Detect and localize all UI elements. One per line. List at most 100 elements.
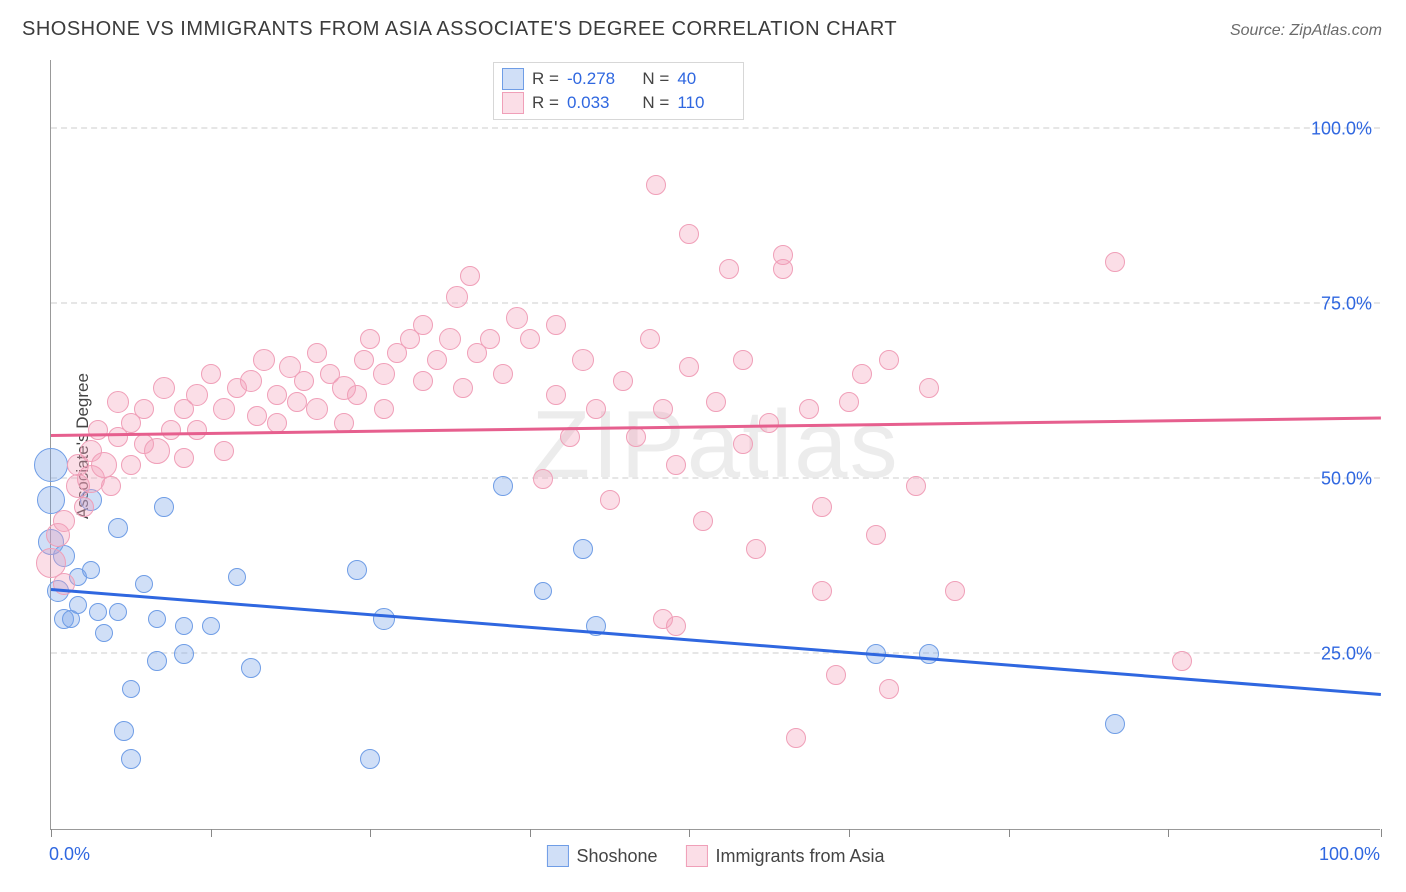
data-point xyxy=(267,385,287,405)
data-point xyxy=(1105,252,1125,272)
data-point xyxy=(852,364,872,384)
stats-legend: R = -0.278 N = 40R = 0.033 N = 110 xyxy=(493,62,744,120)
data-point xyxy=(879,350,899,370)
stat-label: R = xyxy=(532,91,559,115)
data-point xyxy=(95,624,113,642)
x-tick xyxy=(849,829,850,837)
data-point xyxy=(533,469,553,489)
data-point xyxy=(108,518,128,538)
data-point xyxy=(187,420,207,440)
legend-label: Immigrants from Asia xyxy=(716,846,885,867)
data-point xyxy=(1172,651,1192,671)
data-point xyxy=(287,392,307,412)
data-point xyxy=(144,438,170,464)
data-point xyxy=(626,427,646,447)
data-point xyxy=(147,651,167,671)
data-point xyxy=(679,224,699,244)
stat-r-value: -0.278 xyxy=(567,67,625,91)
x-tick xyxy=(1009,829,1010,837)
data-point xyxy=(646,175,666,195)
data-point xyxy=(91,452,117,478)
data-point xyxy=(373,363,395,385)
plot-area: ZIPatlas R = -0.278 N = 40R = 0.033 N = … xyxy=(50,60,1380,830)
data-point xyxy=(107,391,129,413)
data-point xyxy=(786,728,806,748)
x-tick-label: 0.0% xyxy=(49,844,90,865)
legend-swatch xyxy=(686,845,708,867)
x-tick xyxy=(1168,829,1169,837)
data-point xyxy=(360,329,380,349)
data-point xyxy=(573,539,593,559)
data-point xyxy=(101,476,121,496)
data-point xyxy=(546,315,566,335)
stat-n-value: 110 xyxy=(677,91,735,115)
data-point xyxy=(354,350,374,370)
data-point xyxy=(134,399,154,419)
y-tick-label: 50.0% xyxy=(1321,469,1372,490)
data-point xyxy=(826,665,846,685)
data-point xyxy=(413,371,433,391)
data-point xyxy=(534,582,552,600)
data-point xyxy=(719,259,739,279)
gridline xyxy=(51,477,1380,479)
legend-item: Shoshone xyxy=(546,845,657,867)
data-point xyxy=(640,329,660,349)
stat-n-value: 40 xyxy=(677,67,735,91)
data-point xyxy=(253,349,275,371)
data-point xyxy=(153,377,175,399)
data-point xyxy=(759,413,779,433)
data-point xyxy=(240,370,262,392)
stat-label: N = xyxy=(633,67,669,91)
data-point xyxy=(919,378,939,398)
data-point xyxy=(439,328,461,350)
data-point xyxy=(839,392,859,412)
data-point xyxy=(706,392,726,412)
x-tick xyxy=(211,829,212,837)
data-point xyxy=(34,448,68,482)
data-point xyxy=(546,385,566,405)
data-point xyxy=(121,749,141,769)
data-point xyxy=(493,364,513,384)
legend-swatch xyxy=(502,68,524,90)
data-point xyxy=(154,497,174,517)
x-tick xyxy=(530,829,531,837)
data-point xyxy=(613,371,633,391)
data-point xyxy=(679,357,699,377)
data-point xyxy=(201,364,221,384)
x-tick xyxy=(1381,829,1382,837)
data-point xyxy=(213,398,235,420)
data-point xyxy=(121,455,141,475)
data-point xyxy=(733,434,753,454)
data-point xyxy=(460,266,480,286)
legend-swatch xyxy=(502,92,524,114)
data-point xyxy=(945,581,965,601)
y-tick-label: 25.0% xyxy=(1321,644,1372,665)
data-point xyxy=(175,617,193,635)
data-point xyxy=(214,441,234,461)
data-point xyxy=(812,581,832,601)
data-point xyxy=(241,658,261,678)
data-point xyxy=(161,420,181,440)
data-point xyxy=(347,385,367,405)
stat-r-value: 0.033 xyxy=(567,91,625,115)
data-point xyxy=(812,497,832,517)
data-point xyxy=(294,371,314,391)
data-point xyxy=(799,399,819,419)
data-point xyxy=(446,286,468,308)
data-point xyxy=(228,568,246,586)
x-tick xyxy=(689,829,690,837)
data-point xyxy=(174,448,194,468)
data-point xyxy=(74,497,94,517)
trend-line xyxy=(51,588,1381,696)
data-point xyxy=(666,616,686,636)
legend-item: Immigrants from Asia xyxy=(686,845,885,867)
legend-swatch xyxy=(546,845,568,867)
gridline xyxy=(51,127,1380,129)
data-point xyxy=(866,525,886,545)
gridline xyxy=(51,302,1380,304)
data-point xyxy=(520,329,540,349)
data-point xyxy=(586,399,606,419)
data-point xyxy=(360,749,380,769)
data-point xyxy=(919,644,939,664)
data-point xyxy=(306,398,328,420)
